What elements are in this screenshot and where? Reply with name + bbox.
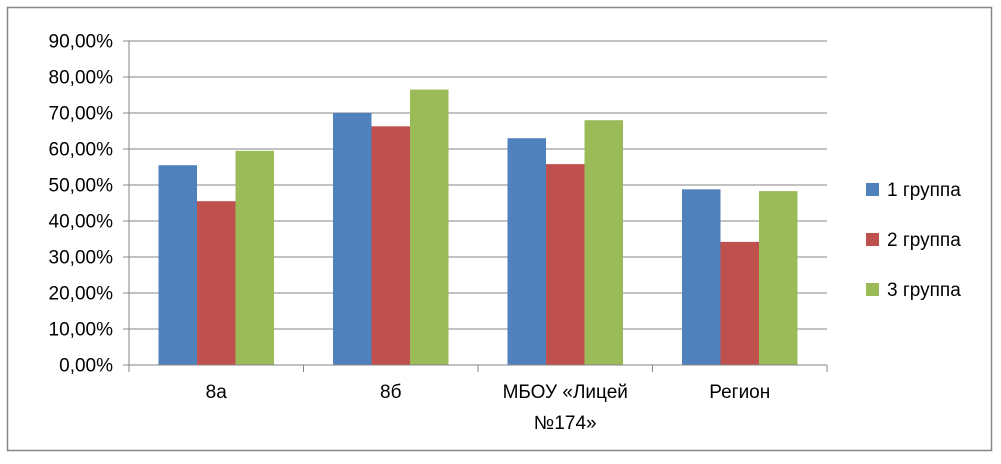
legend-swatch xyxy=(866,233,879,246)
bar xyxy=(584,120,623,365)
bars xyxy=(158,89,798,365)
y-tick-label: 30,00% xyxy=(49,248,114,269)
bar xyxy=(682,189,721,365)
y-axis-tick-labels: 0,00% 10,00% 20,00% 30,00% 40,00% 50,00% 60,00… xyxy=(49,32,114,377)
bar xyxy=(720,241,759,365)
chart-border xyxy=(6,6,993,452)
x-category-label: 8б xyxy=(380,382,402,403)
y-tick-label: 60,00% xyxy=(49,140,114,161)
legend-label: 1 группа xyxy=(887,180,961,201)
y-tick-label: 50,00% xyxy=(49,176,114,197)
x-category-label: 8а xyxy=(206,382,228,403)
y-tick-label: 20,00% xyxy=(49,284,114,305)
legend-swatch xyxy=(866,183,879,196)
x-category-label: Регион xyxy=(709,382,770,403)
y-tick-label: 40,00% xyxy=(49,212,114,233)
legend-label: 2 группа xyxy=(887,230,961,251)
x-category-label: МБОУ «Лицей xyxy=(503,382,628,403)
y-tick-label: 80,00% xyxy=(49,68,114,89)
bar xyxy=(410,89,449,365)
bar xyxy=(759,191,798,365)
bar xyxy=(158,165,197,365)
legend-swatch xyxy=(866,283,879,296)
axes xyxy=(128,41,828,372)
bar xyxy=(507,138,546,365)
x-axis-category-labels: 8а 8б МБОУ «Лицей №174» Регион xyxy=(206,382,771,434)
bar xyxy=(546,164,585,365)
legend-label: 3 группа xyxy=(887,280,961,301)
x-category-label: №174» xyxy=(534,413,597,434)
y-tick-label: 10,00% xyxy=(49,320,114,341)
bar xyxy=(371,126,410,365)
bar xyxy=(333,113,372,365)
y-tick-label: 70,00% xyxy=(49,104,114,125)
y-tick-label: 0,00% xyxy=(59,356,113,377)
bar xyxy=(197,201,236,365)
bar xyxy=(235,150,274,365)
y-tick-label: 90,00% xyxy=(49,32,114,53)
legend: 1 группа 2 группа 3 группа xyxy=(866,180,961,301)
